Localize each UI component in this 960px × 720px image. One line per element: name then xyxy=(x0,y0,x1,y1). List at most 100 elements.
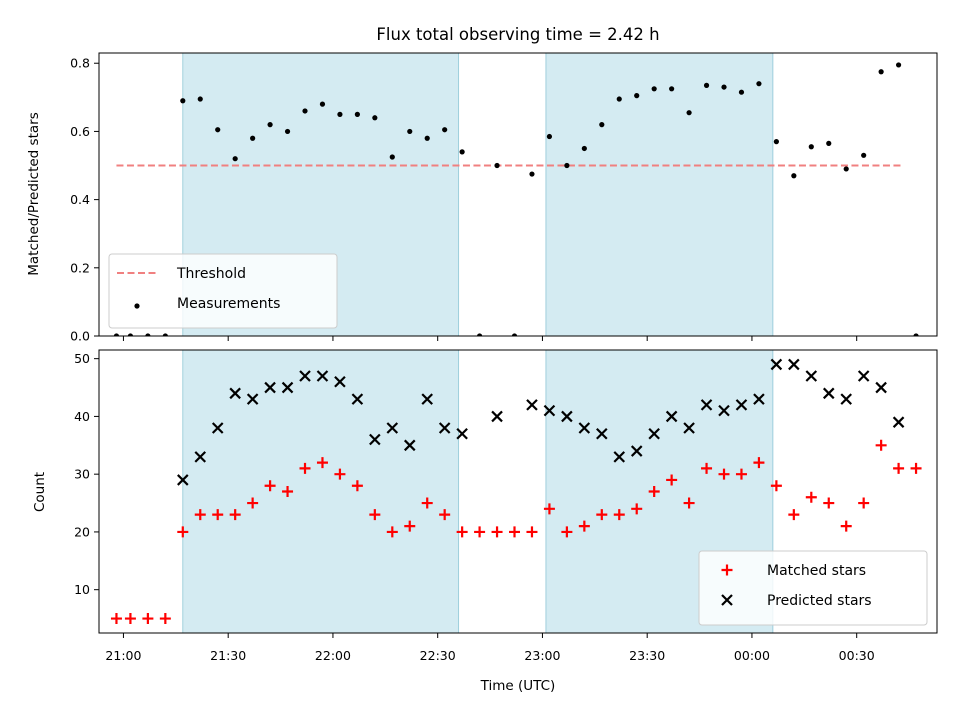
measurements-point xyxy=(721,84,727,90)
matched-stars-point xyxy=(753,457,765,469)
predicted-stars-point xyxy=(438,422,451,434)
measurements-point xyxy=(843,166,849,172)
predicted-stars-point xyxy=(753,393,765,405)
measurements-point xyxy=(302,108,308,114)
matched-stars-point xyxy=(369,509,381,521)
predicted-stars-point xyxy=(177,474,189,486)
predicted-stars-point xyxy=(700,399,713,411)
matched-stars-point xyxy=(247,497,259,509)
measurements-point xyxy=(442,127,448,133)
matched-stars-point xyxy=(404,520,416,532)
measurements-point xyxy=(878,69,884,75)
measurements-point xyxy=(599,122,605,128)
matched-stars-point xyxy=(194,509,206,521)
measurements-point xyxy=(861,152,867,158)
measurements-point xyxy=(738,89,745,95)
predicted-stars-point xyxy=(665,410,678,423)
bottom-y-tick-label: 20 xyxy=(74,524,90,539)
measurements-point xyxy=(127,333,134,336)
x-tick-label: 23:30 xyxy=(629,648,665,663)
bottom-plot-frame xyxy=(98,349,938,634)
top-panel: 0.0 0.2 0.4 0.6 0.8 Threshold Measurements xyxy=(70,52,938,344)
matched-stars-point xyxy=(264,480,276,492)
bottom-panel: 10 20 30 40 50 21:00 21:30 22:00 22:30 23:00 23:30… xyxy=(74,349,938,663)
predicted-stars-point xyxy=(770,358,783,371)
predicted-stars-point xyxy=(229,387,241,400)
legend-label: Predicted stars xyxy=(767,593,872,609)
matched-stars-point xyxy=(159,613,171,625)
measurements-point xyxy=(354,111,360,117)
predicted-stars-point xyxy=(334,375,346,388)
measurements-point xyxy=(826,140,832,146)
predicted-stars-point xyxy=(857,370,870,382)
top-observing-window-2 xyxy=(545,53,774,336)
measurements-point xyxy=(459,149,465,155)
x-tick-label: 00:30 xyxy=(839,648,875,663)
measurements-point xyxy=(895,62,902,68)
measurements-point xyxy=(180,98,186,104)
predicted-stars-point xyxy=(316,370,329,382)
predicted-stars-point xyxy=(491,410,503,423)
x-tick-label: 21:30 xyxy=(210,648,246,663)
measurements-point xyxy=(494,162,500,169)
measurements-point xyxy=(616,96,622,102)
measurements-point xyxy=(319,101,326,107)
predicted-stars-point xyxy=(403,439,416,452)
bottom-y-tick-label: 30 xyxy=(74,467,90,482)
x-tick-label: 21:00 xyxy=(105,648,141,663)
predicted-stars-point xyxy=(613,451,626,463)
top-y-tick-label: 0.2 xyxy=(70,260,90,275)
matched-stars-point xyxy=(282,486,294,497)
measurements-point xyxy=(564,162,570,169)
legend-label: Threshold xyxy=(176,266,246,282)
predicted-stars-point xyxy=(735,399,748,411)
predicted-stars-point xyxy=(822,387,835,400)
matched-stars-point xyxy=(299,462,311,474)
top-y-tick-label: 0.6 xyxy=(70,124,90,139)
top-y-tick-label: 0.8 xyxy=(70,56,90,71)
predicted-stars-point xyxy=(561,410,573,423)
matched-stars-point xyxy=(316,457,328,469)
matched-stars-point xyxy=(543,503,555,515)
top-y-tick-label: 0.4 xyxy=(70,192,90,207)
measurements-point xyxy=(232,156,238,162)
matched-stars-point xyxy=(351,480,363,492)
measurements-point xyxy=(634,93,640,99)
measurements-point xyxy=(424,135,430,141)
top-plot-frame xyxy=(98,52,938,337)
measurements-point xyxy=(162,333,168,336)
predicted-stars-point xyxy=(718,404,730,417)
predicted-stars-point xyxy=(648,427,660,440)
predicted-stars-point xyxy=(543,404,556,417)
matched-stars-point xyxy=(212,509,224,521)
top-y-axis-label: Matched/Predicted stars xyxy=(26,112,42,275)
measurements-point xyxy=(808,144,814,150)
measurements-point xyxy=(703,82,710,88)
predicted-stars-point xyxy=(526,399,538,411)
measurements-point xyxy=(113,333,120,336)
top-y-tick-label: 0.0 xyxy=(70,329,90,344)
measurements-point xyxy=(197,96,203,102)
matched-stars-point xyxy=(386,526,398,538)
measurements-point xyxy=(267,122,273,128)
predicted-stars-point xyxy=(788,358,800,371)
measurements-point xyxy=(546,133,553,140)
predicted-stars-point xyxy=(421,393,433,405)
x-tick-label: 00:00 xyxy=(734,648,770,663)
measurements-point xyxy=(529,171,535,177)
measurements-point xyxy=(511,333,518,336)
predicted-stars-point xyxy=(805,370,818,382)
matched-stars-point xyxy=(439,509,451,521)
predicted-stars-point xyxy=(456,427,468,440)
legend-marker xyxy=(721,564,733,576)
measurements-point xyxy=(145,333,151,336)
matched-stars-point xyxy=(893,462,905,474)
measurements-point xyxy=(686,110,692,116)
matched-stars-point xyxy=(648,486,660,497)
matched-stars-point xyxy=(491,526,503,538)
measurements-point xyxy=(756,81,762,87)
matched-stars-point xyxy=(596,509,608,521)
measurements-point xyxy=(284,128,291,135)
matched-stars-point xyxy=(701,462,713,474)
